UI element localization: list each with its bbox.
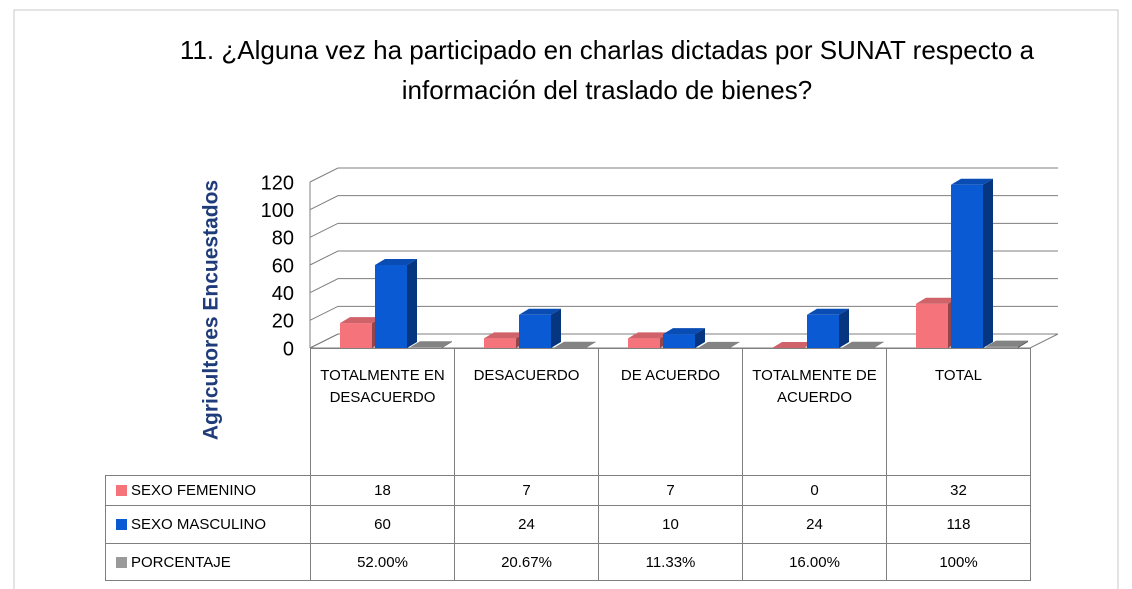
y-tick-label: 60 (272, 255, 294, 277)
x-tick-label: TOTALMENTE DE ACUERDO (742, 348, 887, 476)
bar-side (695, 328, 705, 348)
bar-top (340, 317, 382, 324)
bar (628, 338, 660, 348)
grid-line (309, 305, 1058, 321)
table-value: 118 (886, 505, 1031, 544)
grid-line (309, 195, 1058, 211)
bar-top (519, 308, 561, 315)
y-tick-label: 100 (261, 200, 294, 222)
legend-swatch (116, 519, 127, 530)
grid-line (309, 278, 1058, 294)
bar-side (983, 178, 993, 348)
x-tick-label: DE ACUERDO (598, 348, 743, 476)
grid-line (309, 167, 1058, 183)
bar-side (442, 341, 452, 348)
grid-line (309, 250, 1058, 266)
legend-swatch (116, 556, 127, 568)
bar-side (586, 341, 596, 348)
bar-side (874, 341, 884, 348)
table-value: 0 (742, 475, 887, 506)
table-value: 18 (310, 475, 455, 506)
bar-top (663, 328, 705, 335)
bar (484, 338, 516, 348)
bar-top (554, 341, 596, 348)
table-value: 16.00% (742, 543, 887, 581)
bar-top (772, 342, 814, 348)
bar (916, 303, 948, 348)
y-tick-label: 120 (261, 172, 294, 194)
bar-side (839, 308, 849, 348)
table-value: 60 (310, 505, 455, 544)
bar (519, 314, 551, 348)
bar-top (951, 178, 993, 185)
bar-top (916, 297, 958, 304)
bar-side (551, 308, 561, 348)
bar-side (407, 259, 417, 348)
bar (375, 265, 407, 348)
legend-entry: SEXO MASCULINO (105, 505, 311, 544)
table-value: 24 (454, 505, 599, 544)
bar-top (807, 308, 849, 315)
y-tick-label: 40 (272, 283, 294, 305)
bar-top (986, 340, 1028, 347)
legend-label: SEXO MASCULINO (131, 516, 267, 533)
x-tick-label: DESACUERDO (454, 348, 599, 476)
table-value: 24 (742, 505, 887, 544)
bar-top (698, 341, 740, 348)
legend-entry: PORCENTAJE (105, 543, 311, 581)
legend-swatch (116, 485, 127, 496)
bar-side (730, 341, 740, 348)
bar-top (375, 259, 417, 265)
table-value: 10 (598, 505, 743, 544)
chart-title: 11. ¿Alguna vez ha participado en charla… (179, 35, 1035, 105)
bar-top (484, 332, 526, 339)
table-value: 20.67% (454, 543, 599, 581)
bar-side (1018, 340, 1028, 348)
bar-top (842, 341, 884, 348)
legend-entry: SEXO FEMENINO (105, 475, 311, 506)
y-tick-label: 80 (272, 228, 294, 250)
table-value: 52.00% (310, 543, 455, 581)
bar (663, 334, 695, 348)
legend-label: PORCENTAJE (131, 553, 231, 571)
bar-top (410, 341, 452, 348)
y-axis-label: Agricultores Encuestados (200, 180, 223, 440)
table-value: 32 (886, 475, 1031, 506)
bar (986, 346, 1018, 348)
bar (410, 347, 442, 348)
bar (340, 323, 372, 348)
table-value: 100% (886, 543, 1031, 581)
legend-label: SEXO FEMENINO (131, 482, 257, 499)
bar-top (628, 332, 670, 339)
chart-border (13, 9, 1119, 589)
x-tick-label: TOTAL (886, 348, 1031, 476)
bar (951, 184, 983, 348)
table-value: 7 (454, 475, 599, 506)
table-value: 7 (598, 475, 743, 506)
x-tick-label: TOTALMENTE EN DESACUERDO (310, 348, 455, 476)
y-tick-label: 0 (283, 338, 294, 360)
y-tick-label: 20 (272, 311, 294, 333)
grid-line (309, 222, 1058, 238)
table-value: 11.33% (598, 543, 743, 581)
bar (807, 314, 839, 348)
